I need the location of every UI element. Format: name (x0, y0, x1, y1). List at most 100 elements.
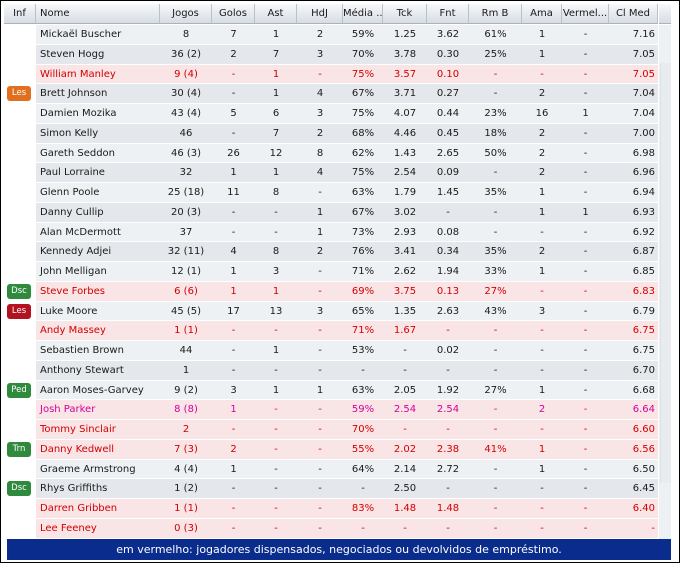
player-name[interactable]: Steven Hogg (40, 48, 105, 60)
stat-media: 73% (351, 226, 375, 238)
player-name[interactable]: Josh Parker (40, 404, 96, 416)
player-name[interactable]: Danny Cullip (40, 206, 104, 218)
table-row[interactable]: Alan McDermott 37 - - 1 73% 2.93 0.08 - - - 6.92 (4, 222, 658, 243)
stat-verm: - (583, 522, 588, 534)
stat-hdj: - (318, 522, 322, 534)
table-row[interactable]: Paul Lorraine 32 1 1 4 75% 2.54 0.09 - 2 - 6.96 (4, 163, 658, 183)
player-name[interactable]: Darren Gribben (40, 503, 118, 514)
player-name[interactable]: Damien Mozika (40, 108, 117, 119)
table-row[interactable]: Dsc Steve Forbes 6 (6) 1 1 - 69% 3.75 0.13 27% - - 6… (4, 281, 658, 302)
header-nome[interactable]: Nome (36, 4, 160, 24)
player-name[interactable]: Anthony Stewart (40, 364, 124, 376)
player-name[interactable]: Sebastien Brown (40, 345, 124, 356)
player-name[interactable]: Steve Forbes (40, 285, 106, 297)
player-name[interactable]: William Manley (40, 68, 116, 80)
stat-golos: - (231, 88, 236, 100)
player-name[interactable]: Brett Johnson (40, 88, 108, 100)
header-ast[interactable]: Ast (255, 4, 297, 24)
player-name[interactable]: Kennedy Adjei (40, 246, 112, 258)
header-inf[interactable]: Inf (4, 4, 36, 24)
stat-rmb: 43% (484, 305, 507, 317)
table-row[interactable]: Sebastien Brown 44 - 1 - 53% - 0.02 - - - 6.75 (4, 341, 658, 361)
stat-fnt: 2.38 (436, 443, 460, 455)
stat-hdj: - (318, 503, 322, 514)
stat-ama: 2 (538, 246, 546, 258)
table-row[interactable]: Lee Feeney 0 (3) - - - - - - - - - - (4, 518, 658, 539)
stat-ama: 16 (535, 108, 549, 119)
table-row[interactable]: William Manley 9 (4) - 1 - 75% 3.57 0.10 - - - 7.05 (4, 64, 658, 85)
stat-fnt: 0.09 (436, 167, 460, 179)
header-fnt[interactable]: Fnt (427, 4, 469, 24)
player-name[interactable]: Paul Lorraine (40, 167, 105, 179)
player-name[interactable]: Lee Feeney (40, 522, 97, 534)
stat-hdj: - (318, 187, 322, 198)
table-row[interactable]: Tommy Sinclair 2 - - - 70% - - - - - 6.60 (4, 420, 658, 440)
injury-status-cell (4, 499, 36, 518)
header-tck[interactable]: Tck (383, 4, 427, 24)
table-row[interactable]: Ped Aaron Moses-Garvey 9 (2) 3 1 1 63% 2.05 1.92… (4, 380, 658, 401)
stat-clmed: 6.40 (632, 503, 655, 514)
table-row[interactable]: Mickaël Buscher 8 7 1 2 59% 1.25 3.62 61% 1 - 7.16 (4, 25, 658, 45)
player-name[interactable]: Danny Kedwell (40, 443, 115, 455)
stat-media: 70% (351, 48, 375, 60)
header-media[interactable]: Média ... (343, 4, 383, 24)
player-name[interactable]: Rhys Griffiths (40, 483, 108, 495)
stat-ast: 3 (272, 266, 280, 277)
table-row[interactable]: Kennedy Adjei 32 (11) 4 8 2 76% 3.41 0.34 35% 2 - 6… (4, 242, 658, 262)
table-row[interactable]: Steven Hogg 36 (2) 2 7 3 70% 3.78 0.30 25% 1 - 7.05 (4, 44, 658, 65)
table-row[interactable]: Simon Kelly 46 - 7 2 68% 4.46 0.45 18% 2 - 7.00 (4, 123, 658, 144)
table-row[interactable]: Andy Massey 1 (1) - - - 71% 1.67 - - - - 6.75 (4, 321, 658, 341)
header-vermelhos[interactable]: Vermel... (562, 4, 609, 24)
scrollbar-thumb[interactable] (660, 63, 671, 483)
stat-fnt: - (446, 325, 450, 337)
table-row[interactable]: Dsc Rhys Griffiths 1 (2) - - - - 2.50 - - - - 6.45 (4, 479, 658, 499)
vertical-scrollbar[interactable] (659, 25, 671, 539)
stat-tck: 2.93 (393, 226, 417, 238)
table-row[interactable]: Gareth Seddon 46 (3) 26 12 8 62% 1.43 2.65 50% 2 -… (4, 143, 658, 164)
stat-golos: - (231, 483, 236, 495)
player-name[interactable]: Andy Massey (40, 325, 106, 337)
stat-verm: - (583, 246, 588, 258)
table-row[interactable]: Darren Gribben 1 (1) - - - 83% 1.48 1.48 - - - 6.40 (4, 499, 658, 519)
header-ama[interactable]: Ama (522, 4, 562, 24)
table-row[interactable]: Graeme Armstrong 4 (4) 1 - - 64% 2.14 2.72 - 1 - 6.… (4, 459, 658, 480)
table-row[interactable]: Glenn Poole 25 (18) 11 8 - 63% 1.79 1.45 35% 1 - 6.… (4, 183, 658, 203)
header-hdj[interactable]: HdJ (297, 4, 343, 24)
table-row[interactable]: Danny Cullip 20 (3) - - 1 67% 3.02 - - 1 1 6.93 (4, 202, 658, 223)
stat-clmed: 6.93 (632, 206, 655, 218)
stat-clmed: 6.92 (632, 226, 655, 238)
header-jogos[interactable]: Jogos (160, 4, 212, 24)
player-name[interactable]: Aaron Moses-Garvey (40, 384, 144, 396)
stat-tck: 2.54 (393, 167, 417, 179)
stat-golos: - (231, 226, 236, 238)
header-golos[interactable]: Golos (212, 4, 255, 24)
table-row[interactable]: Les Brett Johnson 30 (4) - 1 4 67% 3.71 0.27 - 2 - 7… (4, 84, 658, 104)
injury-status-cell (4, 321, 36, 340)
table-row[interactable]: Les Luke Moore 45 (5) 17 13 3 65% 1.35 2.63 43% 3 -… (4, 301, 658, 322)
player-name[interactable]: Alan McDermott (40, 226, 121, 238)
stat-clmed: 7.04 (632, 108, 655, 119)
stat-golos: 7 (230, 29, 237, 40)
stat-clmed: 6.56 (632, 443, 655, 455)
header-cl-med[interactable]: Cl Med (609, 4, 658, 24)
player-name[interactable]: Gareth Seddon (40, 147, 116, 159)
stat-fnt: 2.65 (436, 147, 460, 159)
header-rmb[interactable]: Rm B (469, 4, 522, 24)
player-name[interactable]: John Melligan (40, 266, 107, 277)
stat-verm: - (583, 187, 588, 198)
player-name[interactable]: Mickaël Buscher (40, 29, 122, 40)
player-name[interactable]: Luke Moore (40, 305, 98, 317)
player-name[interactable]: Simon Kelly (40, 127, 99, 139)
player-name[interactable]: Glenn Poole (40, 187, 100, 198)
table-row[interactable]: Damien Mozika 43 (4) 5 6 3 75% 4.07 0.44 23% 16 1 7… (4, 104, 658, 124)
table-row[interactable]: Trn Danny Kedwell 7 (3) 2 - - 55% 2.02 2.38 41% 1 -… (4, 439, 658, 460)
table-row[interactable]: Anthony Stewart 1 - - - - - - - - - 6.70 (4, 360, 658, 381)
player-name[interactable]: Tommy Sinclair (40, 424, 116, 435)
stat-fnt: - (446, 364, 450, 376)
stat-media: - (361, 483, 365, 495)
stat-media: 63% (351, 187, 375, 198)
table-row[interactable]: John Melligan 12 (1) 1 3 - 71% 2.62 1.94 33% 1 - 6.… (4, 262, 658, 282)
player-name[interactable]: Graeme Armstrong (40, 463, 136, 475)
table-row[interactable]: Josh Parker 8 (8) 1 - - 59% 2.54 2.54 - 2 - 6.64 (4, 400, 658, 420)
stat-rmb: - (493, 424, 498, 435)
